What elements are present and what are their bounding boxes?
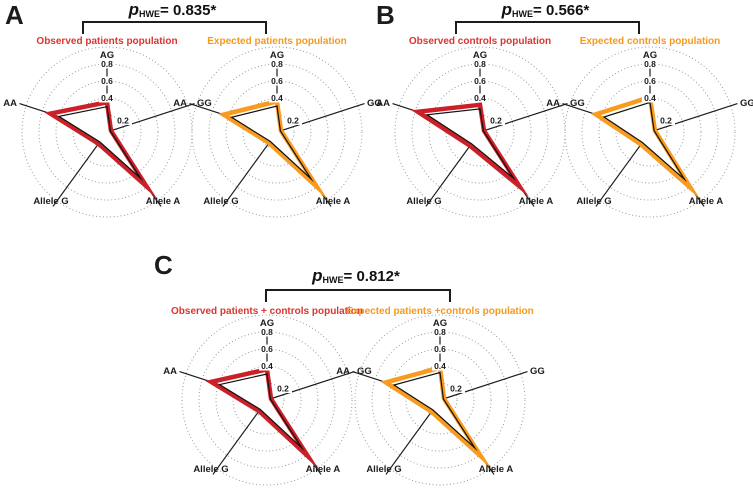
panel-c-letter: C	[154, 250, 173, 280]
panel-c-observed-title: Observed patients + controls population	[171, 306, 363, 317]
panel-b-bracket	[455, 21, 640, 34]
panel-a-observed-title: Observed patients population	[36, 36, 178, 47]
svg-text:AG: AG	[473, 50, 487, 61]
svg-text:0.8: 0.8	[101, 59, 113, 69]
panel-a-pvalue: pHWE= 0.835*	[82, 0, 263, 20]
radar-chart-expected-controls: 0.2 0.4 0.6 0.8AG GG Allele A Allele G AA	[546, 46, 753, 218]
svg-text:0.2: 0.2	[490, 116, 502, 126]
svg-text:0.4: 0.4	[101, 93, 113, 103]
svg-text:AA: AA	[173, 98, 187, 109]
svg-text:GG: GG	[570, 98, 585, 109]
svg-text:AG: AG	[270, 50, 284, 61]
svg-text:AA: AA	[546, 98, 560, 109]
svg-text:0.8: 0.8	[434, 327, 446, 337]
svg-text:0.2: 0.2	[277, 384, 289, 394]
panel-c-bracket	[265, 289, 451, 302]
svg-text:0.2: 0.2	[450, 384, 462, 394]
p-symbol: p	[128, 0, 140, 19]
p-value-text: = 0.812*	[343, 268, 400, 285]
svg-text:AA: AA	[336, 366, 350, 377]
svg-text:GG: GG	[197, 98, 212, 109]
panel-b-letter: B	[376, 0, 395, 30]
panel-a-bracket	[82, 21, 267, 34]
p-subscript: HWE	[139, 9, 161, 19]
svg-text:GG: GG	[530, 366, 545, 377]
svg-text:AG: AG	[433, 318, 447, 329]
svg-text:0.2: 0.2	[117, 116, 129, 126]
svg-text:Allele A: Allele A	[316, 196, 351, 207]
svg-text:GG: GG	[357, 366, 372, 377]
svg-text:0.4: 0.4	[261, 361, 273, 371]
panel-b-pvalue: pHWE= 0.566*	[455, 0, 636, 20]
radar-chart-expected-patients-controls: 0.2 0.4 0.6 0.8AG GG Allele A Allele G AA	[336, 314, 545, 486]
svg-text:0.4: 0.4	[644, 93, 656, 103]
svg-text:0.6: 0.6	[644, 76, 656, 86]
svg-text:0.6: 0.6	[261, 344, 273, 354]
svg-text:0.8: 0.8	[261, 327, 273, 337]
panel-b-expected-title: Expected controls population	[579, 36, 721, 47]
p-value-text: = 0.835*	[160, 2, 217, 19]
svg-text:Allele A: Allele A	[146, 196, 181, 207]
svg-text:0.2: 0.2	[287, 116, 299, 126]
svg-text:0.8: 0.8	[474, 59, 486, 69]
svg-text:0.8: 0.8	[271, 59, 283, 69]
p-symbol: p	[312, 266, 323, 285]
panel-b-observed-title: Observed controls population	[408, 36, 552, 47]
svg-text:0.6: 0.6	[474, 76, 486, 86]
svg-text:Allele A: Allele A	[306, 464, 341, 475]
svg-text:Allele A: Allele A	[519, 196, 554, 207]
svg-text:GG: GG	[367, 98, 382, 109]
svg-text:0.6: 0.6	[101, 76, 113, 86]
p-symbol: p	[501, 0, 513, 19]
svg-text:AG: AG	[100, 50, 114, 61]
svg-text:Allele A: Allele A	[479, 464, 514, 475]
panel-c-expected-title: Expected patients +controls population	[346, 306, 534, 317]
svg-text:0.4: 0.4	[434, 361, 446, 371]
panel-c-pvalue: pHWE= 0.812*	[265, 266, 447, 286]
p-subscript: HWE	[512, 9, 534, 19]
svg-text:AA: AA	[376, 98, 390, 109]
p-value-text: = 0.566*	[533, 2, 590, 19]
radar-chart-observed-controls: 0.2 0.4 0.6 0.8AG GG Allele A Allele G AA	[376, 46, 585, 218]
panel-a-letter: A	[5, 0, 24, 30]
svg-text:Allele G: Allele G	[193, 464, 228, 475]
svg-text:0.4: 0.4	[474, 93, 486, 103]
svg-text:0.2: 0.2	[660, 116, 672, 126]
panel-a-expected-title: Expected patients population	[207, 36, 347, 47]
svg-text:0.6: 0.6	[434, 344, 446, 354]
svg-text:GG: GG	[740, 98, 753, 109]
svg-text:Allele G: Allele G	[406, 196, 441, 207]
radar-chart-observed-patients-controls: 0.2 0.4 0.6 0.8AG GG Allele A Allele G AA	[163, 314, 372, 486]
svg-text:Allele A: Allele A	[689, 196, 724, 207]
svg-text:Allele G: Allele G	[203, 196, 238, 207]
svg-text:AA: AA	[3, 98, 17, 109]
svg-text:Allele G: Allele G	[576, 196, 611, 207]
p-subscript: HWE	[322, 275, 344, 285]
svg-text:Allele G: Allele G	[33, 196, 68, 207]
radar-chart-observed-patients: 0.2 0.4 0.6 0.8AG GG Allele A Allele G AA	[3, 46, 212, 218]
svg-text:AG: AG	[643, 50, 657, 61]
svg-text:Allele G: Allele G	[366, 464, 401, 475]
radar-chart-expected-patients: 0.2 0.4 0.6 0.8AG GG Allele A Allele G AA	[173, 46, 382, 218]
svg-text:0.8: 0.8	[644, 59, 656, 69]
svg-text:0.4: 0.4	[271, 93, 283, 103]
svg-text:AA: AA	[163, 366, 177, 377]
svg-text:AG: AG	[260, 318, 274, 329]
svg-text:0.6: 0.6	[271, 76, 283, 86]
